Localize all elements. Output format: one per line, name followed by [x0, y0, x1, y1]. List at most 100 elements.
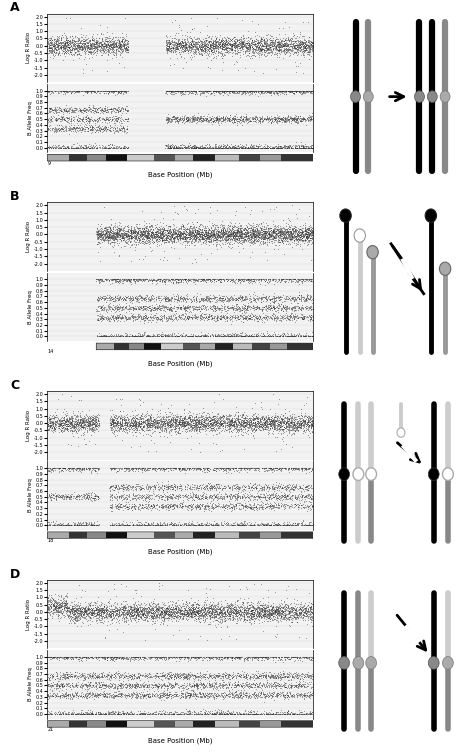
Point [154, 311, 161, 323]
Point [177, 274, 184, 286]
Point [123, 689, 130, 701]
Point [262, 418, 269, 430]
Point [160, 462, 168, 474]
Point [146, 230, 154, 242]
Point [46, 141, 54, 153]
Point [238, 41, 246, 53]
Point [282, 305, 290, 317]
Point [159, 690, 166, 702]
Point [286, 620, 294, 632]
Point [163, 273, 171, 285]
Point [238, 307, 246, 319]
Point [138, 205, 146, 217]
Point [214, 421, 222, 433]
Point [255, 419, 263, 431]
Point [244, 678, 251, 690]
Point [110, 232, 118, 244]
Point [137, 229, 145, 241]
Point [265, 482, 273, 494]
Point [158, 411, 165, 423]
Point [287, 706, 295, 718]
Point [204, 229, 211, 241]
Point [226, 220, 234, 232]
Point [254, 219, 262, 231]
Point [146, 417, 154, 429]
Point [198, 116, 205, 128]
Point [116, 606, 123, 618]
Point [258, 300, 265, 313]
Point [54, 42, 61, 54]
Point [113, 229, 120, 241]
Point [89, 103, 96, 116]
Point [290, 235, 298, 247]
Point [273, 414, 281, 427]
Point [264, 462, 272, 474]
Point [195, 518, 202, 530]
Point [129, 489, 137, 501]
Point [240, 708, 247, 720]
Point [191, 228, 198, 240]
Point [196, 40, 203, 52]
Point [282, 113, 289, 125]
Point [295, 609, 302, 621]
Point [153, 236, 161, 248]
Point [121, 140, 129, 153]
Point [128, 519, 136, 531]
Point [81, 611, 89, 623]
Point [128, 227, 136, 239]
Point [86, 612, 93, 624]
Point [157, 491, 164, 503]
Point [128, 604, 136, 616]
Point [85, 85, 93, 97]
Point [203, 40, 211, 52]
Point [295, 424, 302, 436]
Point [291, 655, 298, 667]
Point [234, 415, 242, 427]
Point [213, 331, 221, 343]
Point [277, 594, 285, 606]
Point [117, 609, 124, 621]
Point [125, 294, 132, 306]
Point [225, 233, 232, 245]
Point [240, 606, 247, 618]
Point [296, 112, 303, 124]
Point [121, 44, 129, 56]
Point [139, 228, 146, 240]
Point [66, 465, 73, 477]
Point [301, 597, 309, 609]
Point [225, 36, 233, 48]
Point [255, 479, 262, 492]
Point [191, 32, 199, 45]
Point [287, 492, 294, 504]
Point [266, 294, 273, 307]
Point [214, 519, 221, 532]
Point [60, 602, 68, 614]
Point [164, 653, 171, 665]
Point [113, 228, 120, 240]
Point [108, 519, 116, 532]
Point [203, 29, 211, 42]
Point [93, 42, 101, 54]
Point [245, 418, 252, 430]
Point [47, 113, 55, 125]
Point [234, 593, 242, 606]
Point [228, 300, 236, 313]
Point [154, 223, 162, 235]
Point [62, 490, 69, 502]
Point [214, 228, 222, 240]
Point [244, 651, 252, 663]
Point [69, 609, 77, 621]
Point [215, 229, 222, 241]
Point [271, 35, 279, 48]
Point [146, 294, 153, 307]
Point [212, 605, 219, 617]
Point [162, 671, 169, 683]
Point [304, 331, 312, 343]
Point [308, 276, 315, 288]
Point [200, 32, 207, 45]
Point [281, 85, 288, 97]
Point [206, 651, 213, 663]
Point [109, 480, 116, 492]
Point [251, 26, 258, 39]
Point [56, 490, 64, 502]
